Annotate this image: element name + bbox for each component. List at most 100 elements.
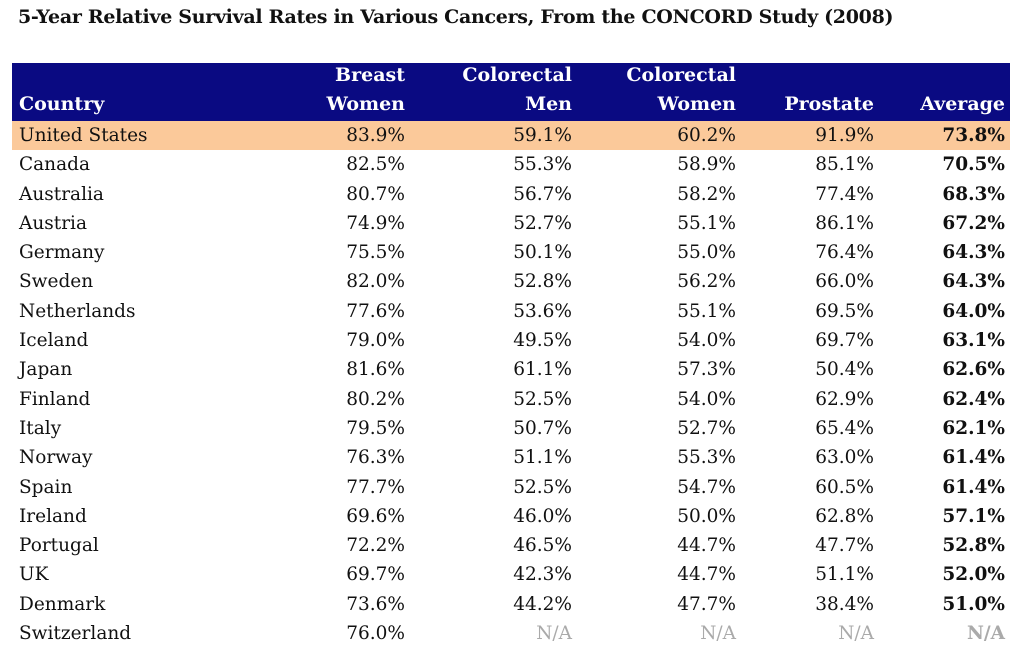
table-row: Germany 75.5% 50.1% 55.0% 76.4% 64.3%	[12, 238, 1010, 267]
column-header-line: Colorectal	[626, 64, 736, 86]
value-cell: 82.0%	[346, 271, 405, 293]
value-cell: 44.7%	[677, 535, 736, 557]
value-cell: 50.4%	[815, 359, 874, 381]
value-cell: 72.2%	[346, 535, 405, 557]
country-cell: Canada	[19, 154, 91, 176]
table-row: Japan 81.6% 61.1% 57.3% 50.4% 62.6%	[12, 355, 1010, 384]
column-header-line: Men	[525, 93, 572, 115]
value-cell: 52.8%	[513, 271, 572, 293]
country-cell: Ireland	[19, 505, 87, 527]
value-cell: 52.0%	[942, 564, 1005, 586]
table-row: United States 83.9% 59.1% 60.2% 91.9% 73.8%	[12, 121, 1010, 151]
column-header-line: Colorectal	[462, 64, 572, 86]
country-cell: United States	[19, 125, 148, 146]
value-cell: 64.3%	[942, 271, 1005, 293]
value-cell: 62.8%	[815, 505, 874, 527]
table-row: Austria 74.9% 52.7% 55.1% 86.1% 67.2%	[12, 209, 1010, 238]
country-cell: Spain	[19, 476, 73, 498]
value-cell: 80.7%	[346, 183, 405, 205]
value-cell: 50.1%	[513, 242, 572, 264]
value-cell: 55.1%	[677, 300, 736, 322]
table-row: Canada 82.5% 55.3% 58.9% 85.1% 70.5%	[12, 150, 1010, 179]
value-cell: 76.4%	[815, 242, 874, 264]
table-row: Switzerland 76.0% N/A N/A N/A N/A	[12, 619, 1010, 648]
value-cell: 52.5%	[513, 476, 572, 498]
value-cell: 81.6%	[346, 359, 405, 381]
value-cell: 62.4%	[942, 388, 1005, 410]
value-cell: 62.1%	[942, 417, 1005, 439]
value-cell: 47.7%	[815, 535, 874, 557]
value-cell: 51.1%	[815, 564, 874, 586]
value-cell: 44.7%	[677, 564, 736, 586]
country-cell: Portugal	[19, 535, 99, 557]
column-header-line: Country	[19, 93, 105, 115]
value-cell: 69.7%	[346, 564, 405, 586]
value-cell: 69.6%	[346, 505, 405, 527]
value-cell: 62.6%	[942, 359, 1005, 381]
value-cell: 54.0%	[677, 330, 736, 352]
table-title: 5-Year Relative Survival Rates in Variou…	[18, 6, 894, 28]
value-cell: 85.1%	[815, 154, 874, 176]
table-row: Ireland 69.6% 46.0% 50.0% 62.8% 57.1%	[12, 502, 1010, 531]
value-cell: 54.0%	[677, 388, 736, 410]
value-cell: 44.2%	[513, 593, 572, 615]
column-header: Colorectal Men	[462, 61, 572, 119]
table-row: Norway 76.3% 51.1% 55.3% 63.0% 61.4%	[12, 443, 1010, 472]
value-cell: 69.5%	[815, 300, 874, 322]
column-header-line: Prostate	[784, 93, 874, 115]
country-cell: Netherlands	[19, 300, 136, 322]
value-cell: 63.0%	[815, 447, 874, 469]
value-cell: 49.5%	[513, 330, 572, 352]
value-cell: 91.9%	[815, 125, 874, 146]
value-cell: 75.5%	[346, 242, 405, 264]
column-header-line: Women	[326, 93, 405, 115]
value-cell: 57.1%	[942, 505, 1005, 527]
value-cell: 56.2%	[677, 271, 736, 293]
column-header: Breast Women	[327, 61, 405, 119]
value-cell: 61.1%	[513, 359, 572, 381]
value-cell: 73.8%	[942, 125, 1005, 146]
table-header: Country Breast Women Colorectal Men Colorecta…	[12, 63, 1010, 121]
value-cell: 47.7%	[677, 593, 736, 615]
value-cell: 79.0%	[346, 330, 405, 352]
column-header: Colorectal Women	[626, 61, 736, 119]
value-cell: 52.7%	[677, 417, 736, 439]
value-cell: 77.6%	[346, 300, 405, 322]
value-cell: 77.4%	[815, 183, 874, 205]
value-cell: 73.6%	[346, 593, 405, 615]
value-cell: 69.7%	[815, 330, 874, 352]
country-cell: Norway	[19, 447, 93, 469]
value-cell: 62.9%	[815, 388, 874, 410]
country-cell: Finland	[19, 388, 91, 410]
value-cell: 76.0%	[346, 623, 405, 645]
value-cell: 64.0%	[942, 300, 1005, 322]
table-row: Sweden 82.0% 52.8% 56.2% 66.0% 64.3%	[12, 267, 1010, 296]
value-cell: 80.2%	[346, 388, 405, 410]
value-cell: 53.6%	[513, 300, 572, 322]
value-cell: 55.0%	[677, 242, 736, 264]
value-cell: 46.0%	[513, 505, 572, 527]
survival-table: Country Breast Women Colorectal Men Colorecta…	[12, 63, 1010, 648]
country-cell: Denmark	[19, 593, 106, 615]
value-cell: 63.1%	[942, 330, 1005, 352]
table-row: Denmark 73.6% 44.2% 47.7% 38.4% 51.0%	[12, 590, 1010, 619]
table-row: UK 69.7% 42.3% 44.7% 51.1% 52.0%	[12, 560, 1010, 589]
column-header-line: Women	[657, 93, 736, 115]
value-cell: 38.4%	[815, 593, 874, 615]
value-cell: 56.7%	[513, 183, 572, 205]
value-cell: 52.8%	[942, 535, 1005, 557]
value-cell: N/A	[536, 623, 572, 645]
column-header: Country	[19, 90, 104, 119]
value-cell: 66.0%	[815, 271, 874, 293]
value-cell: 52.7%	[513, 212, 572, 234]
table-row: Italy 79.5% 50.7% 52.7% 65.4% 62.1%	[12, 414, 1010, 443]
value-cell: 86.1%	[815, 212, 874, 234]
value-cell: 54.7%	[677, 476, 736, 498]
value-cell: 70.5%	[942, 154, 1005, 176]
table-row: Iceland 79.0% 49.5% 54.0% 69.7% 63.1%	[12, 326, 1010, 355]
value-cell: 61.4%	[942, 476, 1005, 498]
table-row: Spain 77.7% 52.5% 54.7% 60.5% 61.4%	[12, 473, 1010, 502]
table-row: Australia 80.7% 56.7% 58.2% 77.4% 68.3%	[12, 180, 1010, 209]
value-cell: 79.5%	[346, 417, 405, 439]
value-cell: 60.2%	[677, 125, 736, 146]
